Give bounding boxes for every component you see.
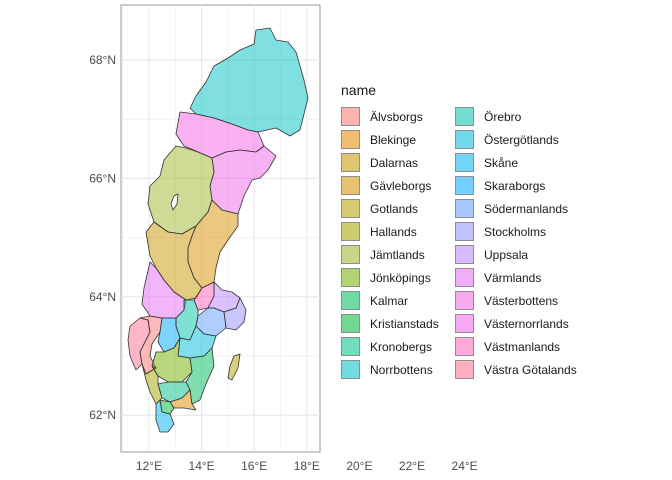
legend-item: Uppsala: [455, 243, 577, 266]
legend-item: Värmlands: [455, 266, 577, 289]
legend-item: Västerbottens: [455, 289, 577, 312]
legend-key: [455, 245, 474, 264]
legend-item: Gävleborgs: [341, 174, 439, 197]
region-blekinge: [169, 389, 197, 411]
legend-key: [341, 337, 360, 356]
legend-key: [455, 314, 474, 333]
lat-tick-label: 66°N: [89, 171, 116, 185]
legend-label: Örebro: [484, 109, 522, 124]
legend-item: Östergötlands: [455, 128, 577, 151]
legend-label: Norrbottens: [370, 362, 433, 377]
legend-key: [455, 176, 474, 195]
legend-label: Kronobergs: [370, 339, 433, 354]
legend-key: [455, 130, 474, 149]
legend-title: name: [341, 82, 377, 98]
legend-key: [341, 199, 360, 218]
legend-item: Västernorrlands: [455, 312, 577, 335]
legend-item: Södermanlands: [455, 197, 577, 220]
legend-item: Norrbottens: [341, 358, 439, 381]
legend-label: Gotlands: [370, 201, 419, 216]
legend-label: Västernorrlands: [484, 316, 569, 331]
legend-label: Västra Götalands: [484, 362, 577, 377]
legend-item: Älvsborgs: [341, 105, 439, 128]
legend-key: [455, 360, 474, 379]
legend-item: Jönköpings: [341, 266, 439, 289]
legend-key: [455, 291, 474, 310]
legend-label: Kalmar: [370, 293, 409, 308]
legend-key: [455, 199, 474, 218]
legend-label: Värmlands: [484, 270, 542, 285]
region-kalmar: [185, 347, 215, 405]
legend-key: [341, 222, 360, 241]
legend-item: Kronobergs: [341, 335, 439, 358]
legend-label: Jämtlands: [370, 247, 425, 262]
legend-key: [341, 107, 360, 126]
lon-tick-label: 20°E: [346, 459, 372, 473]
region-skane: [155, 399, 175, 433]
legend-key: [341, 360, 360, 379]
legend-key: [341, 314, 360, 333]
legend-item: Skaraborgs: [455, 174, 577, 197]
lon-tick-label: 14°E: [189, 459, 215, 473]
legend-label: Dalarnas: [370, 155, 419, 170]
legend-key: [341, 245, 360, 264]
legend-key: [455, 222, 474, 241]
legend-label: Västmanlands: [484, 339, 561, 354]
legend-key: [455, 337, 474, 356]
legend-key: [455, 107, 474, 126]
legend-label: Uppsala: [484, 247, 529, 262]
legend-key: [455, 153, 474, 172]
legend-item: Stockholms: [455, 220, 577, 243]
legend-label: Stockholms: [484, 224, 547, 239]
legend-label: Gävleborgs: [370, 178, 432, 193]
region-hallands: [141, 363, 163, 405]
county-regions: [127, 27, 309, 433]
legend-item: Gotlands: [341, 197, 439, 220]
legend-label: Älvsborgs: [370, 109, 423, 124]
legend-label: Hallands: [370, 224, 417, 239]
longitude-tick-labels: 12°E 14°E 16°E 18°E 20°E 22°E 24°E: [136, 459, 478, 473]
legend-label: Kristianstads: [370, 316, 439, 331]
legend-column-1: Älvsborgs Blekinge Dalarnas Gävleborgs Gotla…: [341, 105, 439, 381]
lat-tick-label: 68°N: [89, 53, 116, 67]
lon-tick-label: 12°E: [136, 459, 162, 473]
region-stockholms: [223, 297, 247, 331]
latitude-tick-labels: 68°N66°N64°N62°N60°N58°N56°N: [89, 53, 116, 422]
legend-label: Skåne: [484, 155, 519, 170]
legend-item: Jämtlands: [341, 243, 439, 266]
region-gotlands: [227, 353, 241, 381]
legend-item: Kalmar: [341, 289, 439, 312]
legend-key: [341, 291, 360, 310]
lon-tick-label: 22°E: [399, 459, 425, 473]
legend-label: Östergötlands: [484, 132, 559, 147]
legend-item: Hallands: [341, 220, 439, 243]
legend-item: Blekinge: [341, 128, 439, 151]
legend-label: Skaraborgs: [484, 178, 546, 193]
legend-item: Västra Götalands: [455, 358, 577, 381]
legend-key: [341, 153, 360, 172]
legend-key: [341, 176, 360, 195]
legend-item: Kristianstads: [341, 312, 439, 335]
legend-item: Örebro: [455, 105, 577, 128]
legend-item: Dalarnas: [341, 151, 439, 174]
legend-item: Västmanlands: [455, 335, 577, 358]
legend-label: Jönköpings: [370, 270, 431, 285]
region-lake: [170, 193, 179, 211]
legend-key: [455, 268, 474, 287]
legend-key: [341, 130, 360, 149]
lon-tick-label: 16°E: [241, 459, 267, 473]
legend-label: Västerbottens: [484, 293, 559, 308]
lon-tick-label: 18°E: [294, 459, 320, 473]
lon-tick-label: 24°E: [452, 459, 478, 473]
legend-label: Södermanlands: [484, 201, 569, 216]
legend-item: Skåne: [455, 151, 577, 174]
legend-label: Blekinge: [370, 132, 417, 147]
lat-tick-label: 64°N: [89, 290, 116, 304]
legend-column-2: Örebro Östergötlands Skåne Skaraborgs Söderm…: [455, 105, 577, 381]
lat-tick-label: 62°N: [89, 408, 116, 422]
legend-key: [341, 268, 360, 287]
